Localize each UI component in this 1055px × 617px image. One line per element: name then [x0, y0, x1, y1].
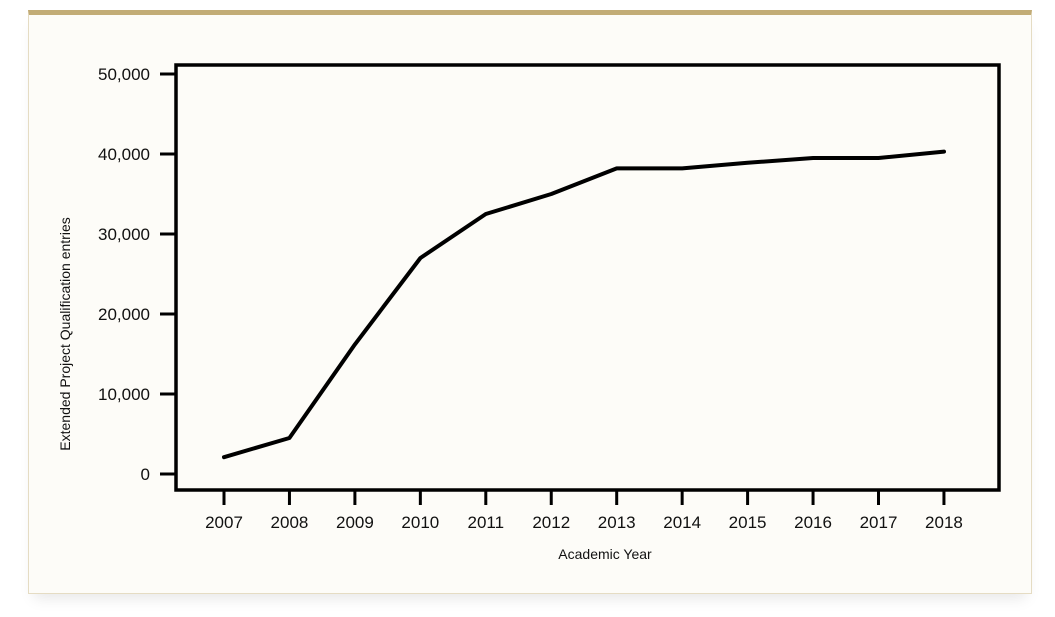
- x-tick-label: 2015: [729, 513, 767, 532]
- x-tick-label: 2013: [598, 513, 636, 532]
- plot-frame: [174, 63, 1001, 492]
- x-tick-label: 2007: [205, 513, 243, 532]
- y-axis-title: Extended Project Qualification entries: [57, 217, 73, 450]
- y-axis: 0 10,000 20,000 30,000 40,000 50,000: [98, 65, 176, 484]
- x-tick-label: 2016: [794, 513, 832, 532]
- x-tick-label: 2017: [860, 513, 898, 532]
- x-tick-label: 2012: [532, 513, 570, 532]
- x-tick-label: 2009: [336, 513, 374, 532]
- x-tick-label: 2018: [925, 513, 963, 532]
- x-axis-title: Academic Year: [558, 546, 652, 562]
- y-tick-label: 40,000: [98, 145, 150, 164]
- series-line: [222, 149, 946, 460]
- x-tick-label: 2011: [468, 513, 505, 532]
- y-tick-label: 10,000: [98, 385, 150, 404]
- y-tick-label: 20,000: [98, 305, 150, 324]
- y-tick-label: 30,000: [98, 225, 150, 244]
- y-tick-label: 0: [141, 465, 150, 484]
- x-tick-label: 2010: [401, 513, 439, 532]
- x-axis: 2007 2008 2009 2010 2011 2012 2013 2014 2015 2016…: [205, 490, 963, 532]
- chart-card: [28, 10, 1032, 594]
- x-tick-label: 2008: [271, 513, 309, 532]
- x-tick-label: 2014: [663, 513, 701, 532]
- y-tick-label: 50,000: [98, 65, 150, 84]
